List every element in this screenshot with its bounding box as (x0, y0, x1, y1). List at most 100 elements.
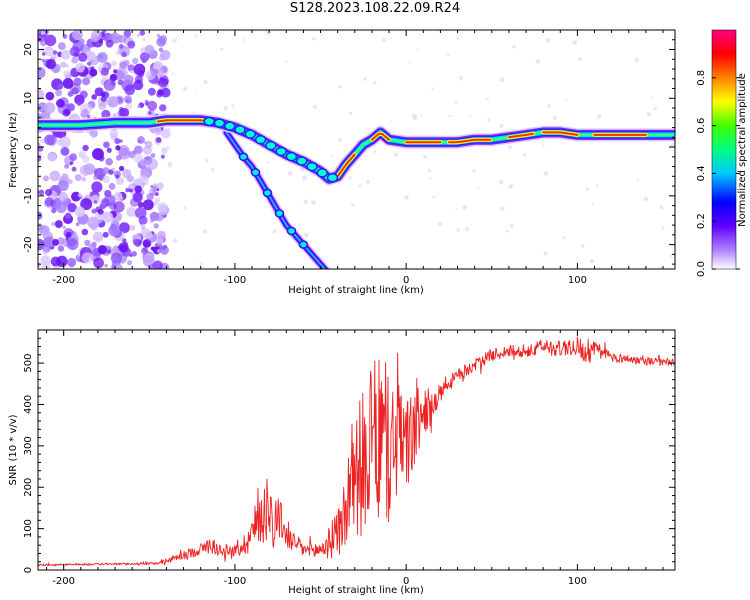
noise-blob (92, 231, 104, 243)
noise-blob (144, 230, 153, 240)
noise-blob (55, 201, 67, 213)
y-tick-label: 100 (23, 519, 34, 538)
noise-blob (363, 77, 367, 81)
noise-blob (183, 205, 187, 210)
noise-blob (67, 203, 77, 213)
noise-blob (66, 103, 75, 112)
noise-blob (427, 168, 432, 173)
noise-blob (458, 76, 464, 81)
noise-blob (59, 136, 71, 148)
noise-blob (108, 169, 114, 175)
noise-blob (429, 176, 432, 180)
noise-blob (93, 257, 104, 269)
y-tick-label: 20 (23, 43, 34, 56)
noise-blob (91, 208, 96, 213)
noise-blob (203, 79, 208, 85)
noise-blob (508, 184, 514, 189)
spectral-bead (275, 146, 287, 157)
noise-blob (52, 239, 59, 246)
noise-blob (149, 211, 160, 221)
noise-blob (102, 211, 109, 218)
noise-blob (126, 206, 137, 217)
noise-blob (124, 95, 132, 104)
spectral-track (156, 119, 211, 123)
noise-blob (109, 32, 122, 44)
noise-blob (67, 257, 77, 267)
noise-blob (152, 260, 163, 269)
noise-blob (121, 51, 127, 57)
noise-blob (134, 206, 147, 219)
noise-blob (303, 199, 308, 205)
noise-blob (60, 146, 70, 156)
noise-blob (79, 103, 92, 116)
noise-blob (58, 42, 66, 51)
noise-blob (168, 162, 172, 166)
noise-blob (40, 30, 45, 35)
noise-blob (161, 147, 168, 154)
noise-blob (156, 67, 165, 76)
colorbar-tick-label: 0.8 (696, 70, 707, 86)
noise-blob (137, 201, 144, 208)
spectral-bead (262, 188, 273, 198)
snr-line (38, 336, 675, 567)
noise-blob (86, 114, 91, 119)
noise-blob (108, 224, 120, 237)
noise-blob (157, 89, 164, 96)
noise-blob (80, 198, 93, 211)
chart-title: S128.2023.108.22.09.R24 (289, 1, 461, 16)
noise-blob (661, 226, 665, 230)
noise-blob (147, 100, 158, 111)
noise-blob (156, 182, 164, 190)
noise-blob (552, 115, 557, 121)
noise-blob (87, 216, 100, 229)
spectral-bead (250, 168, 261, 177)
noise-blob (57, 83, 64, 90)
noise-blob (312, 104, 318, 110)
noise-blob (38, 88, 45, 100)
noise-blob (71, 56, 79, 64)
noise-blob (142, 38, 146, 42)
noise-blob (125, 187, 130, 193)
noise-blob (147, 87, 156, 96)
noise-blob (128, 188, 133, 193)
spectral-track (370, 132, 390, 141)
noise-blob (62, 78, 74, 89)
noise-blob (113, 191, 123, 201)
noise-blob (118, 44, 124, 49)
noise-blob (546, 103, 551, 108)
noise-blob (78, 52, 88, 62)
noise-blob (95, 206, 102, 213)
spectrogram-frame (37, 29, 676, 270)
spectral-bead (234, 124, 246, 135)
spectral-track (507, 132, 534, 139)
noise-blob (167, 127, 171, 131)
noise-blob (161, 246, 166, 251)
y-tick-label: 0 (23, 144, 34, 150)
noise-blob (160, 154, 165, 159)
noise-blob (156, 37, 167, 47)
noise-blob (160, 128, 171, 139)
noise-blob (131, 251, 137, 257)
noise-blob (50, 256, 61, 267)
noise-blob (134, 75, 144, 84)
noise-blob (456, 228, 461, 232)
noise-blob (43, 251, 48, 256)
noise-blob (97, 245, 107, 255)
noise-blob (105, 39, 114, 48)
spectral-bead (244, 129, 257, 139)
noise-blob (139, 158, 148, 166)
noise-blob (75, 62, 85, 73)
noise-blob (366, 179, 370, 184)
noise-blob (43, 102, 56, 114)
noise-blob (373, 150, 377, 154)
spectral-bead (203, 116, 215, 127)
noise-blob (38, 142, 41, 147)
noise-blob (81, 176, 87, 182)
noise-blob (137, 104, 142, 108)
spectral-track (542, 131, 579, 136)
noise-blob (141, 247, 149, 255)
noise-blob (109, 73, 118, 82)
noise-blob (38, 66, 46, 79)
noise-blob (44, 34, 57, 47)
noise-blob (454, 100, 458, 105)
